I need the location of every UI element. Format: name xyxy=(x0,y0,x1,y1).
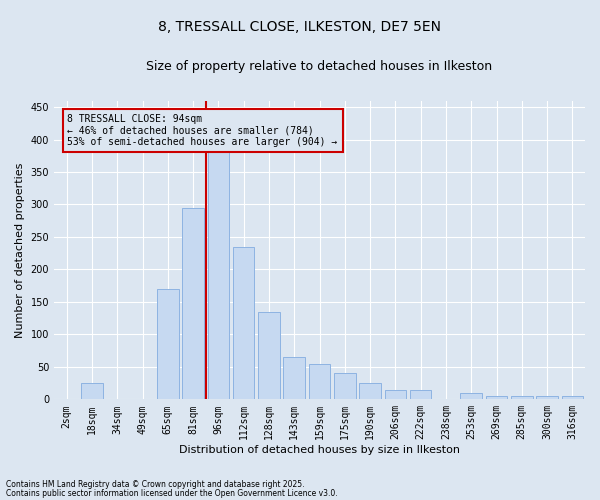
Text: Contains HM Land Registry data © Crown copyright and database right 2025.: Contains HM Land Registry data © Crown c… xyxy=(6,480,305,489)
Bar xyxy=(486,396,507,400)
Bar xyxy=(258,312,280,400)
Bar xyxy=(182,208,204,400)
Text: 8, TRESSALL CLOSE, ILKESTON, DE7 5EN: 8, TRESSALL CLOSE, ILKESTON, DE7 5EN xyxy=(158,20,442,34)
Bar xyxy=(81,383,103,400)
Bar xyxy=(460,393,482,400)
Bar xyxy=(562,396,583,400)
Text: 8 TRESSALL CLOSE: 94sqm
← 46% of detached houses are smaller (784)
53% of semi-d: 8 TRESSALL CLOSE: 94sqm ← 46% of detache… xyxy=(67,114,338,146)
Bar xyxy=(385,390,406,400)
Bar xyxy=(511,396,533,400)
Bar xyxy=(334,374,356,400)
Bar xyxy=(359,383,381,400)
Bar xyxy=(410,390,431,400)
Title: Size of property relative to detached houses in Ilkeston: Size of property relative to detached ho… xyxy=(146,60,493,73)
Bar xyxy=(536,396,558,400)
Bar xyxy=(309,364,330,400)
Bar xyxy=(208,150,229,400)
Bar xyxy=(283,357,305,400)
X-axis label: Distribution of detached houses by size in Ilkeston: Distribution of detached houses by size … xyxy=(179,445,460,455)
Text: Contains public sector information licensed under the Open Government Licence v3: Contains public sector information licen… xyxy=(6,488,338,498)
Bar xyxy=(157,289,179,400)
Y-axis label: Number of detached properties: Number of detached properties xyxy=(15,162,25,338)
Bar xyxy=(233,246,254,400)
